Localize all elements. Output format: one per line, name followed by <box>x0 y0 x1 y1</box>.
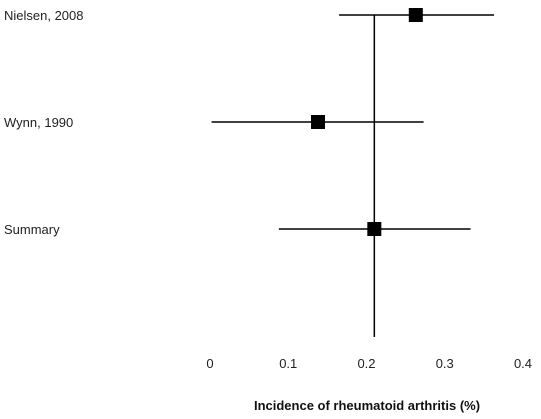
x-tick-label: 0.2 <box>357 356 375 371</box>
x-axis-title: Incidence of rheumatoid arthritis (%) <box>254 398 480 413</box>
x-tick-label: 0 <box>206 356 213 371</box>
confidence-intervals <box>211 14 495 230</box>
x-axis-ticks: 0 0.1 0.2 0.3 0.4 <box>206 356 532 371</box>
point-estimates <box>310 8 423 236</box>
point-estimate-summary <box>367 222 382 236</box>
study-label-wynn-1990: Wynn, 1990 <box>4 115 73 130</box>
study-label-summary: Summary <box>4 222 60 237</box>
point-estimate-nielsen-2008 <box>408 8 423 22</box>
x-tick-label: 0.4 <box>514 356 532 371</box>
x-tick-label: 0.3 <box>436 356 454 371</box>
point-estimate-wynn-1990 <box>310 115 325 129</box>
study-label-nielsen-2008: Nielsen, 2008 <box>4 8 84 23</box>
study-labels: Nielsen, 2008 Wynn, 1990 Summary <box>4 8 84 237</box>
x-tick-label: 0.1 <box>279 356 297 371</box>
